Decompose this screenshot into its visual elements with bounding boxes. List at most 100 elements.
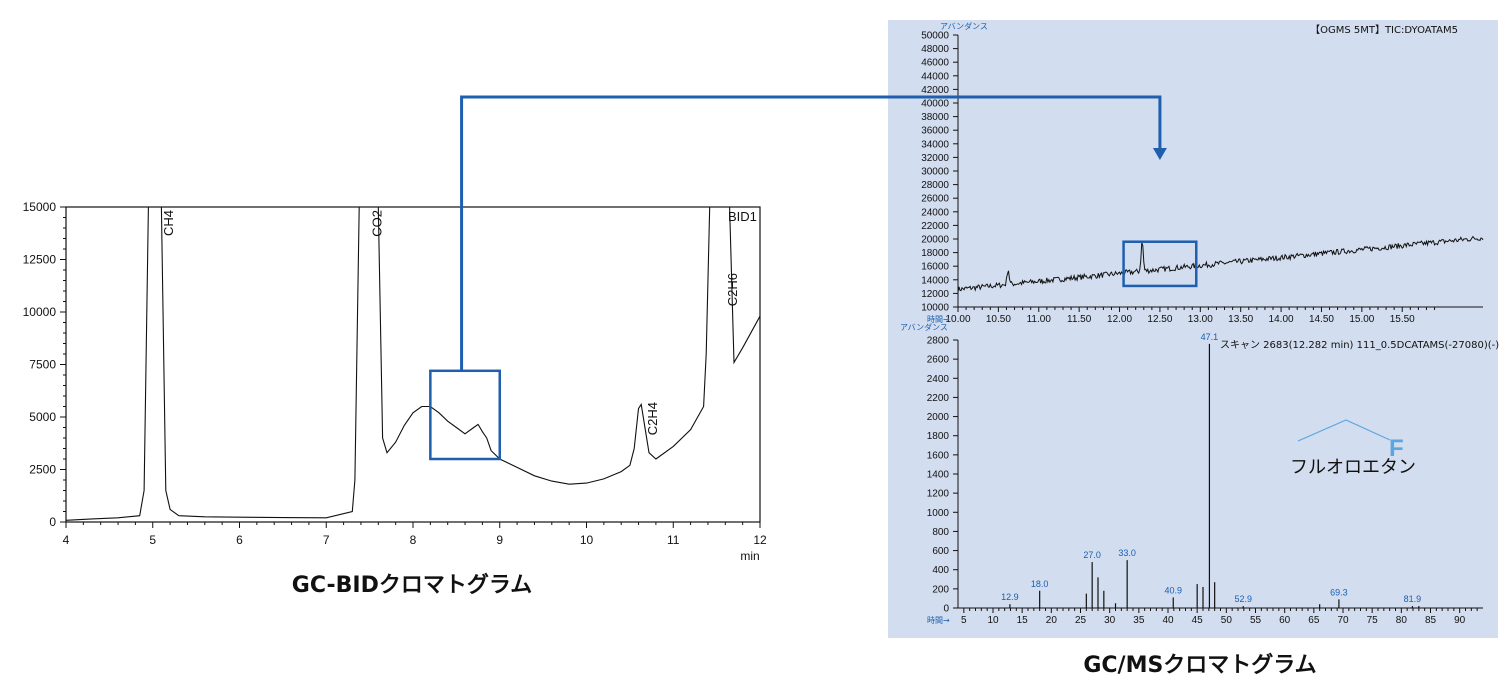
gc-bid-peak-label: CO2 [369,210,384,237]
mass-spectrum-y-tick-label: 2000 [927,412,950,423]
fluoroethane-fluorine-atom: F [1389,435,1404,462]
mass-spectrum-x-tick-label: 15 [1017,615,1029,626]
gcms-tic-y-tick-label: 10000 [921,303,949,314]
gc-bid-x-tick-label: 5 [149,533,156,547]
mass-spectrum-x-tick-label: 65 [1308,615,1320,626]
gc-bid-y-tick-label: 0 [49,515,56,529]
mass-spectrum-x-tick-label: 20 [1046,615,1058,626]
gcms-tic-x-tick-label: 10.00 [945,314,970,325]
fluoroethane-compound-name: フルオロエタン [1290,457,1416,478]
gcms-tic-y-tick-label: 48000 [921,44,949,55]
gcms-tic-x-tick-label: 14.00 [1269,314,1294,325]
gcms-tic-y-tick-label: 14000 [921,275,949,286]
gc-bid-peak-label: C2H6 [725,273,740,306]
gc-bid-y-tick-label: 15000 [23,200,57,214]
mass-spectrum-y-tick-label: 800 [932,527,949,538]
gc-bid-x-tick-label: 11 [667,533,680,547]
gcms-tic-x-tick-label: 13.00 [1188,314,1213,325]
mass-spectrum-y-tick-label: 1200 [927,489,950,500]
mass-spectrum-y-tick-label: 1600 [927,450,950,461]
gcms-tic-y-tick-label: 38000 [921,112,949,123]
mass-spectrum-x-axis-label: 時間→ [927,616,950,625]
mass-spectrum-x-tick-label: 45 [1192,615,1204,626]
gcms-tic-x-tick-label: 10.50 [986,314,1011,325]
gcms-tic-y-tick-label: 20000 [921,235,949,246]
gcms-tic-y-tick-label: 46000 [921,58,949,69]
gc-bid-x-tick-label: 12 [753,533,767,547]
mass-spectrum-x-tick-label: 80 [1396,615,1408,626]
gc-bid-x-tick-label: 4 [63,533,70,547]
gcms-tic-y-axis-label: アバンダンス [940,21,988,31]
gcms-panel-background [888,20,1498,638]
mass-spectrum-y-tick-label: 400 [932,565,949,576]
gcms-tic-y-tick-label: 26000 [921,194,949,205]
mass-spectrum-y-tick-label: 2200 [927,393,950,404]
mass-spectrum-chart: 12.9 18.0 27.0 33.0 40.9 47.1 52.9 69.3 81.9 5 10… [900,322,1499,626]
mass-spectrum-peak-label: 33.0 [1118,548,1136,558]
mass-spectrum-y-tick-label: 2400 [927,374,950,385]
gcms-tic-y-tick-label: 30000 [921,167,949,178]
gc-bid-x-tick-label: 7 [323,533,330,547]
gcms-tic-x-tick-label: 14.50 [1309,314,1334,325]
mass-spectrum-x-tick-label: 25 [1075,615,1087,626]
mass-spectrum-y-tick-label: 1800 [927,431,950,442]
mass-spectrum-y-tick-label: 200 [932,584,949,595]
gcms-caption: GC/MSクロマトグラム [1083,652,1316,678]
gc-bid-chart: 4 5 6 7 8 9 10 11 12 0 2500 5000 7500 10000 12500 1500… [23,200,767,563]
gcms-tic-title: 【OGMS 5MT】TIC:DYOATAM5 [1310,24,1458,36]
mass-spectrum-y-axis-label: アバンダンス [900,322,948,332]
connector-line [460,95,1162,371]
mass-spectrum-peak-label: 40.9 [1164,585,1182,595]
mass-spectrum-x-tick-label: 60 [1279,615,1291,626]
mass-spectrum-x-tick-label: 90 [1454,615,1466,626]
gc-bid-highlight-box [429,369,502,461]
mass-spectrum-peak-label: 12.9 [1001,592,1019,602]
gc-bid-plot-frame [65,206,761,523]
gcms-tic-x-tick-label: 15.50 [1390,314,1415,325]
gc-bid-x-axis-label: min [740,549,759,563]
mass-spectrum-x-tick-label: 5 [961,615,967,626]
gcms-tic-y-tick-label: 32000 [921,153,949,164]
gcms-tic-y-tick-label: 16000 [921,262,949,273]
gc-bid-y-tick-label: 2500 [29,463,56,477]
mass-spectrum-x-tick-label: 10 [987,615,999,626]
gcms-tic-y-tick-label: 18000 [921,248,949,259]
mass-spectrum-x-tick-label: 40 [1162,615,1174,626]
gcms-tic-x-tick-label: 11.50 [1067,314,1092,325]
mass-spectrum-x-tick-label: 30 [1104,615,1116,626]
connector-arrowhead [1152,148,1167,160]
gcms-tic-trace [957,235,1484,293]
mass-spectrum-x-tick-label: 85 [1425,615,1437,626]
gc-bid-trace [65,206,761,521]
gcms-tic-y-tick-label: 34000 [921,139,949,150]
gc-bid-x-tick-label: 9 [496,533,503,547]
gcms-tic-chart: 10.00 10.50 11.00 11.50 12.00 12.50 13.00 13.50… [921,21,1484,325]
mass-spectrum-x-tick-label: 50 [1221,615,1233,626]
gcms-tic-y-tick-label: 24000 [921,207,949,218]
gc-bid-caption: GC-BIDクロマトグラム [292,572,532,598]
gcms-tic-x-tick-label: 11.00 [1027,314,1052,325]
gcms-tic-y-tick-label: 40000 [921,99,949,110]
mass-spectrum-y-tick-label: 2800 [927,336,950,347]
fluoroethane-structure-bonds [1297,419,1391,442]
mass-spectrum-title: スキャン 2683(12.282 min) 111_0.5DCATAMS(-27… [1220,340,1499,351]
gc-bid-x-tick-label: 10 [580,533,594,547]
gc-bid-y-tick-label: 7500 [29,358,56,372]
gcms-tic-x-tick-label: 13.50 [1228,314,1253,325]
mass-spectrum-y-tick-label: 2600 [927,355,950,366]
mass-spectrum-peak-label: 52.9 [1234,594,1252,604]
mass-spectrum-y-tick-label: 0 [943,604,949,615]
gc-bid-x-tick-label: 8 [410,533,417,547]
gcms-tic-y-tick-label: 44000 [921,71,949,82]
gc-bid-y-tick-label: 12500 [23,253,57,267]
gcms-tic-y-tick-label: 50000 [921,31,949,42]
gcms-tic-highlight-box [1122,240,1198,288]
gcms-tic-x-tick-label: 12.50 [1147,314,1172,325]
mass-spectrum-peak-label: 69.3 [1330,587,1348,597]
mass-spectrum-x-tick-label: 35 [1133,615,1145,626]
gc-bid-peak-label: CH4 [161,210,176,236]
gcms-tic-y-tick-label: 22000 [921,221,949,232]
mass-spectrum-peak-label: 81.9 [1404,594,1422,604]
gc-bid-x-tick-label: 6 [236,533,243,547]
mass-spectrum-y-tick-label: 1000 [927,508,950,519]
